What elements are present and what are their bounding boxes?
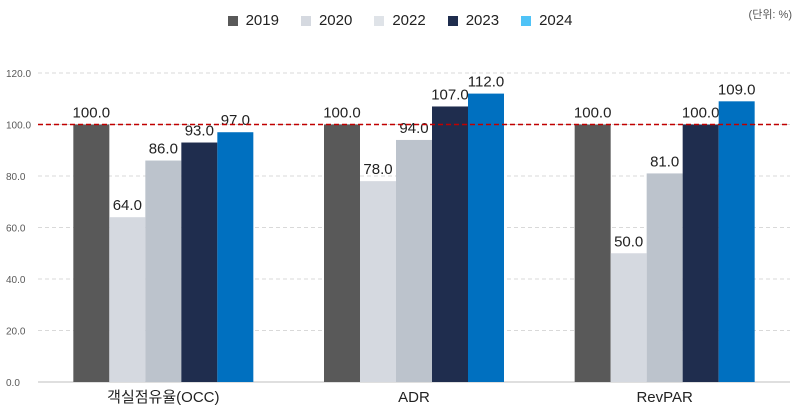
legend-swatch-2024 bbox=[521, 15, 532, 26]
data-label: 50.0 bbox=[614, 233, 643, 250]
x-tick-label: ADR bbox=[398, 389, 430, 406]
legend-swatch-2019 bbox=[227, 15, 238, 26]
data-label: 109.0 bbox=[718, 81, 756, 98]
bar bbox=[73, 124, 110, 382]
data-label: 100.0 bbox=[574, 105, 612, 122]
bar bbox=[718, 101, 755, 382]
y-tick-label: 100.0 bbox=[6, 121, 31, 132]
legend-label-2023: 2023 bbox=[465, 12, 500, 29]
data-label: 112.0 bbox=[468, 74, 504, 91]
bar bbox=[324, 124, 360, 382]
bar bbox=[682, 124, 719, 382]
x-tick-label: 객실점유율(OCC) bbox=[107, 389, 219, 406]
data-label: 100.0 bbox=[682, 105, 720, 122]
data-label: 81.0 bbox=[650, 153, 679, 170]
legend-item-2019: 2019 bbox=[227, 12, 279, 29]
bar bbox=[217, 132, 254, 382]
bar bbox=[646, 173, 683, 382]
legend-swatch-2020 bbox=[300, 15, 311, 26]
data-label: 93.0 bbox=[185, 123, 214, 140]
data-label: 94.0 bbox=[399, 120, 428, 137]
unit-note: (단위: %) bbox=[748, 9, 792, 21]
legend-item-2024: 2024 bbox=[521, 12, 572, 29]
bar bbox=[109, 217, 146, 382]
bar bbox=[360, 181, 396, 382]
bar bbox=[181, 142, 218, 382]
y-tick-label: 80.0 bbox=[6, 172, 26, 183]
data-label: 78.0 bbox=[363, 161, 392, 178]
data-label: 97.0 bbox=[221, 112, 250, 129]
bar bbox=[432, 106, 468, 382]
legend-swatch-2023 bbox=[447, 15, 458, 26]
y-tick-label: 0.0 bbox=[6, 378, 20, 389]
bar bbox=[396, 139, 432, 382]
bar bbox=[610, 253, 647, 382]
y-tick-label: 20.0 bbox=[6, 327, 26, 338]
legend-item-2020: 2020 bbox=[300, 12, 353, 29]
legend-swatch-2022 bbox=[374, 15, 385, 26]
y-tick-label: 120.0 bbox=[6, 69, 31, 80]
legend-label-2022: 2022 bbox=[392, 12, 426, 29]
legend-item-2022: 2022 bbox=[374, 12, 426, 29]
bar bbox=[574, 124, 611, 382]
bar bbox=[468, 93, 504, 382]
y-tick-label: 60.0 bbox=[6, 224, 26, 235]
data-label: 100.0 bbox=[323, 105, 361, 122]
x-tick-label: RevPAR bbox=[636, 389, 693, 406]
legend: 2019 2020 2022 2023 2024 bbox=[0, 12, 800, 29]
bar bbox=[145, 160, 182, 382]
legend-item-2023: 2023 bbox=[447, 12, 500, 29]
data-label: 86.0 bbox=[149, 141, 178, 158]
data-label: 64.0 bbox=[113, 197, 142, 214]
legend-label-2020: 2020 bbox=[318, 12, 353, 29]
y-tick-label: 40.0 bbox=[6, 275, 26, 286]
data-label: 100.0 bbox=[73, 105, 111, 122]
legend-label-2019: 2019 bbox=[245, 12, 279, 29]
legend-label-2024: 2024 bbox=[539, 12, 573, 29]
data-label: 107.0 bbox=[431, 86, 469, 103]
